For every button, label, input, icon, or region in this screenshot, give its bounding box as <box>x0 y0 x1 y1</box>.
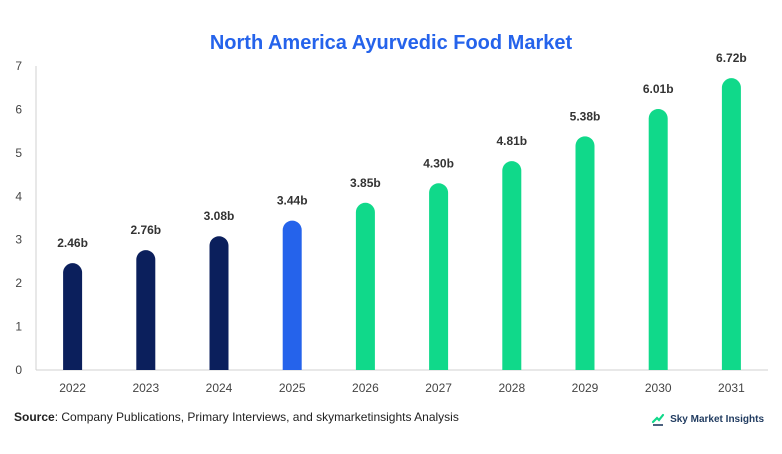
y-tick-label: 3 <box>15 233 22 247</box>
data-label-2026: 3.85b <box>350 176 381 190</box>
data-label-2023: 2.76b <box>130 223 161 237</box>
y-tick-label: 5 <box>15 146 22 160</box>
y-tick-label: 2 <box>15 276 22 290</box>
x-tick-label: 2023 <box>132 381 159 395</box>
x-tick-label: 2027 <box>425 381 452 395</box>
x-tick-label: 2028 <box>498 381 525 395</box>
logo-text: Sky Market Insights <box>670 413 764 425</box>
x-tick-label: 2025 <box>279 381 306 395</box>
bar-2026 <box>355 202 375 370</box>
sky-market-insights-logo-icon <box>651 413 665 426</box>
bar-2030 <box>648 108 668 370</box>
data-label-2027: 4.30b <box>423 156 454 170</box>
source-note: Source: Company Publications, Primary In… <box>14 410 459 424</box>
y-tick-label: 6 <box>15 102 22 116</box>
data-label-2025: 3.44b <box>277 194 308 208</box>
bar-2024 <box>209 236 229 370</box>
data-label-2022: 2.46b <box>57 236 88 250</box>
bar-2031 <box>721 78 741 371</box>
chart-title: North America Ayurvedic Food Market <box>209 32 573 54</box>
x-tick-label: 2030 <box>645 381 672 395</box>
x-tick-label: 2026 <box>352 381 379 395</box>
source-label: Source <box>14 410 55 424</box>
x-tick-label: 2024 <box>206 381 233 395</box>
x-tick-label: 2029 <box>572 381 599 395</box>
bar-2025 <box>282 220 302 370</box>
y-tick-label: 1 <box>15 320 22 334</box>
y-tick-label: 4 <box>15 189 22 203</box>
brand-logo: Sky Market Insights <box>651 412 764 426</box>
y-tick-label: 0 <box>15 363 22 377</box>
data-label-2028: 4.81b <box>496 134 527 148</box>
data-label-2024: 3.08b <box>204 209 235 223</box>
data-label-2029: 5.38b <box>570 109 601 123</box>
bar-2029 <box>575 136 595 370</box>
bar-2023 <box>136 250 156 370</box>
source-text: : Company Publications, Primary Intervie… <box>54 410 459 424</box>
bar-2022 <box>63 263 83 370</box>
y-tick-label: 7 <box>15 59 22 73</box>
bar-2027 <box>429 183 449 370</box>
data-label-2031: 6.72b <box>716 51 747 65</box>
data-label-2030: 6.01b <box>643 82 674 96</box>
bar-2028 <box>502 161 522 370</box>
x-tick-label: 2022 <box>59 381 86 395</box>
x-tick-label: 2031 <box>718 381 745 395</box>
